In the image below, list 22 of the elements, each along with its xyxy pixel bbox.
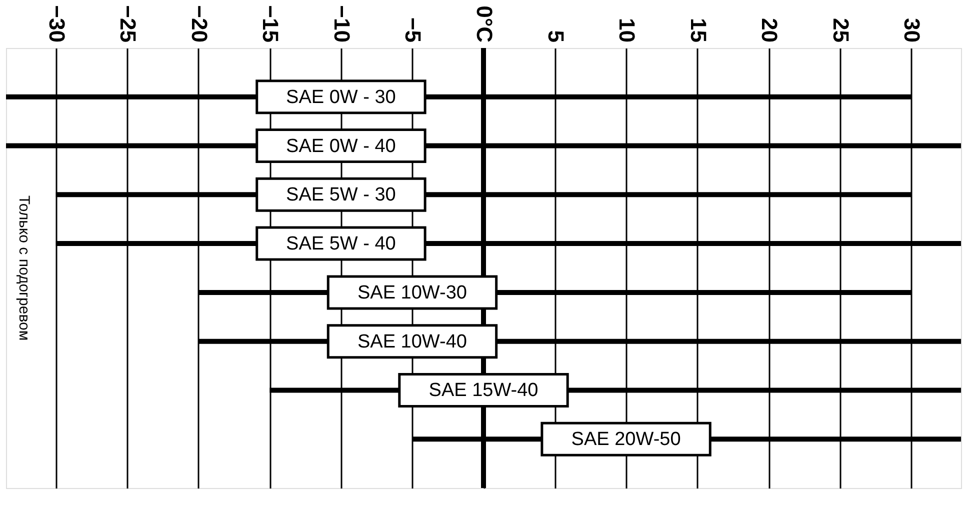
x-tick-label: 15 [686, 18, 711, 42]
y-tick-label: SAE 0W - 30 [286, 86, 396, 108]
x-tick-label: −30 [44, 5, 70, 42]
annotation: Только с подогревом [16, 195, 33, 341]
y-tick-label: SAE 20W-50 [571, 429, 681, 450]
x-tick-label: 10 [614, 18, 640, 42]
x-tick-label: 30 [900, 18, 925, 42]
y-tick-label: SAE 10W-40 [357, 331, 467, 352]
y-tick-label: SAE 15W-40 [428, 380, 538, 402]
x-tick-label: −25 [116, 5, 141, 42]
y-tick-label: SAE 5W - 30 [286, 184, 396, 206]
x-tick-label: 20 [757, 18, 782, 42]
x-tick-label: −5 [400, 17, 426, 42]
x-tick-label: 5 [543, 30, 568, 42]
x-tick-label: 0°C [472, 6, 497, 43]
y-tick-label: SAE 0W - 40 [286, 136, 396, 157]
x-tick-label: −10 [329, 5, 354, 42]
y-tick-label: SAE 5W - 40 [286, 234, 396, 255]
x-tick-label: 25 [828, 18, 854, 42]
x-tick-label: −15 [258, 5, 284, 42]
y-tick-label: SAE 10W-30 [357, 282, 467, 304]
x-tick-label: −20 [186, 5, 212, 42]
